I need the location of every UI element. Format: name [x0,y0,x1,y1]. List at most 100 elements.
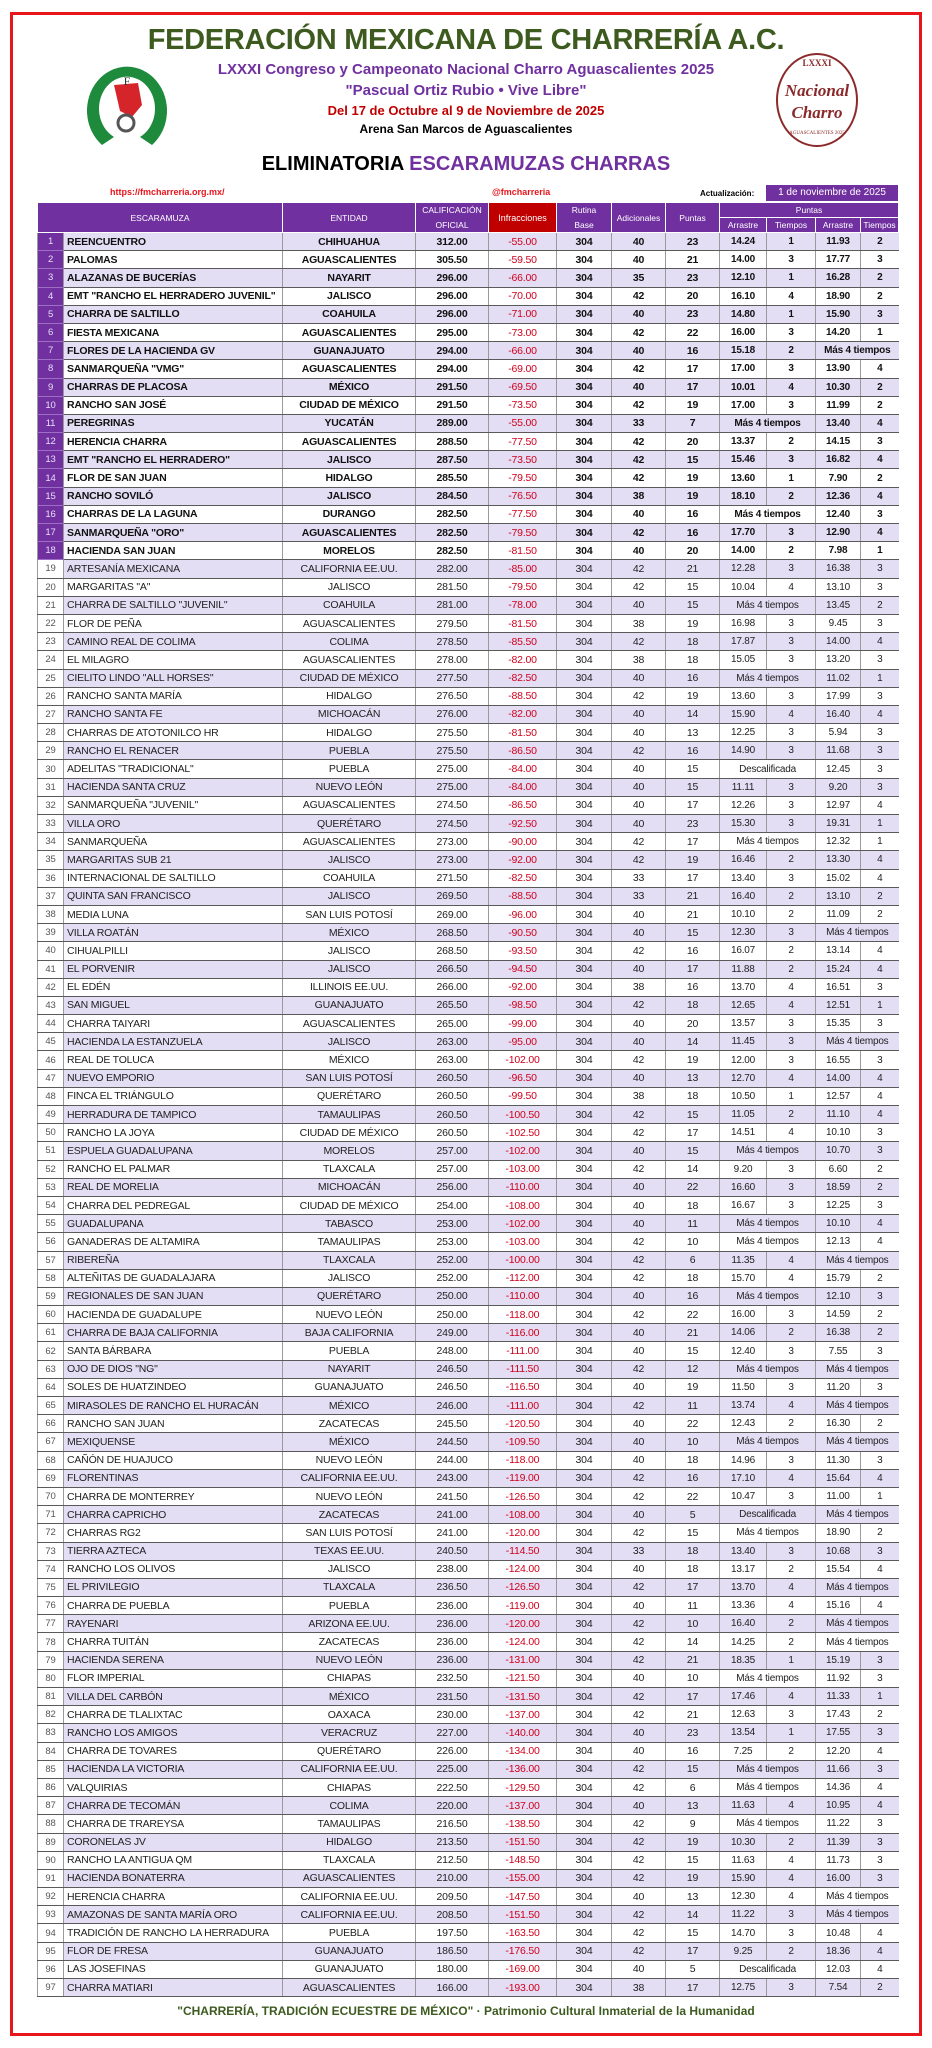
cell-infracciones: -102.00 [488,1050,557,1070]
cell-tiempos-2: 2 [860,1523,899,1543]
cell-rank: 96 [37,1960,64,1980]
cell-rutina-base: 304 [556,741,612,761]
cell-tiempos-1: 4 [766,1396,816,1416]
svg-text:F: F [124,74,131,88]
cell-tiempos-2: 4 [860,1214,899,1234]
website-link[interactable]: https://fmcharreria.org.mx/ [110,187,225,197]
nacional-charro-logo: LXXXI Nacional Charro AGUASCALIENTES 202… [776,53,858,147]
table-row: 77 RAYENARI ARIZONA EE.UU. 236.00 -120.00 304… [37,1614,899,1634]
cell-entidad: AGUASCALIENTES [282,250,416,270]
cell-arrastre-1: 10.30 [719,1833,767,1852]
cell-entidad: TAMAULIPAS [282,1814,416,1834]
cell-calificacion: 266.00 [415,978,489,997]
cell-adicionales: 40 [611,1669,666,1689]
cell-puntas: 19 [665,1869,720,1889]
cell-tiempos-1: 4 [766,1851,816,1870]
cell-rank: 44 [37,1014,64,1034]
cell-adicionales: 42 [611,559,666,579]
cell-tiempos-2: 3 [860,1196,899,1216]
cell-arrastre-2: 14.36 [815,1778,861,1798]
cell-tiempos-1: 3 [766,1032,816,1052]
cell-entidad: PUEBLA [282,759,416,779]
cell-puntas: 17 [665,378,720,397]
cell-puntas: 19 [665,487,720,506]
cell-rutina-base: 304 [556,1560,612,1579]
cell-arrastre-1: Descalificada [719,1960,816,1980]
cell-arrastre-1: 11.05 [719,1105,767,1125]
cell-entidad: COAHUILA [282,596,416,615]
cell-infracciones: -155.00 [488,1869,557,1889]
table-row: 78 CHARRA TUITÁN ZACATECAS 236.00 -124.00 304… [37,1632,899,1652]
cell-calificacion: 256.00 [415,1178,489,1197]
cell-calificacion: 236.00 [415,1651,489,1670]
cell-puntas: 17 [665,1123,720,1143]
table-row: 86 VALQUIRIAS CHIAPAS 222.50 -129.50 304 42 6 Má… [37,1778,899,1798]
cell-arrastre-1: 16.46 [719,850,767,870]
cell-infracciones: -111.50 [488,1360,557,1379]
cell-puntas: 6 [665,1778,720,1798]
cell-escaramuza: CIHUALPILLI [62,941,283,961]
cell-puntas: 14 [665,705,720,725]
cell-rutina-base: 304 [556,268,612,288]
cell-arrastre-1: 15.30 [719,814,767,834]
cell-rank: 60 [37,1305,64,1325]
cell-rutina-base: 304 [556,996,612,1016]
cell-adicionales: 33 [611,887,666,906]
cell-tiempos-1: 3 [766,1341,816,1361]
cell-tiempos-1: 3 [766,814,816,834]
cell-rutina-base: 304 [556,1614,612,1634]
table-row: 76 CHARRA DE PUEBLA PUEBLA 236.00 -119.00 304… [37,1596,899,1616]
cell-rank: 89 [37,1833,64,1852]
cell-tiempos-1: 3 [766,1305,816,1325]
cell-calificacion: 271.50 [415,869,489,888]
cell-puntas: 21 [665,905,720,925]
table-row: 18 HACIENDA SAN JUAN MORELOS 282.50 -81.50 30… [37,541,899,561]
cell-entidad: SAN LUIS POTOSÍ [282,905,416,925]
cell-rank: 62 [37,1341,64,1361]
cell-escaramuza: RANCHO SAN JUAN [62,1414,283,1434]
cell-arrastre-2: 13.40 [815,414,861,434]
cell-calificacion: 281.00 [415,596,489,615]
cell-infracciones: -111.00 [488,1341,557,1361]
cell-infracciones: -81.50 [488,723,557,743]
table-row: 79 HACIENDA SERENA NUEVO LEÓN 236.00 -131.00… [37,1651,899,1670]
cell-escaramuza: VILLA ORO [62,814,283,834]
cell-entidad: MÉXICO [282,1050,416,1070]
table-row: 11 PEREGRINAS YUCATÁN 289.00 -55.00 304 33 7 Más… [37,414,899,434]
table-row: 1 REENCUENTRO CHIHUAHUA 312.00 -55.00 304 40 23… [37,232,899,252]
cell-adicionales: 40 [611,1196,666,1216]
social-link[interactable]: @fmcharreria [492,187,551,197]
cell-rutina-base: 304 [556,1723,612,1743]
cell-puntas: 17 [665,1578,720,1598]
cell-rutina-base: 304 [556,1432,612,1452]
cell-entidad: CIUDAD DE MÉXICO [282,396,416,415]
cell-adicionales: 33 [611,869,666,888]
cell-escaramuza: CHARRA DE TLALIXTAC [62,1705,283,1725]
cell-escaramuza: FLOR DE PEÑA [62,614,283,634]
cell-escaramuza: CHARRAS DE PLACOSA [62,378,283,397]
section-title-b: ESCARAMUZAS CHARRAS [409,153,671,175]
cell-infracciones: -88.50 [488,887,557,906]
cell-tiempos-2: 2 [860,887,899,906]
cell-arrastre-2: 11.92 [815,1669,861,1689]
cell-calificacion: 197.50 [415,1923,489,1943]
cell-tiempos-1: 4 [766,705,816,725]
cell-rank: 90 [37,1851,64,1870]
cell-calificacion: 260.50 [415,1105,489,1125]
cell-entidad: CHIHUAHUA [282,232,416,252]
cell-rutina-base: 304 [556,1360,612,1379]
cell-arrastre-1: 15.70 [719,1269,767,1288]
cell-arrastre-1: 10.50 [719,1087,767,1107]
cell-rank: 24 [37,650,64,670]
cell-adicionales: 40 [611,541,666,561]
page-frame [10,12,922,2036]
cell-arrastre-2: 7.98 [815,541,861,561]
table-row: 75 EL PRIVILEGIO TLAXCALA 236.50 -126.50 304 4… [37,1578,899,1598]
cell-rank: 92 [37,1887,64,1907]
cell-escaramuza: EL PRIVILEGIO [62,1578,283,1598]
cell-escaramuza: ALTEÑITAS DE GUADALAJARA [62,1269,283,1288]
table-row: 88 CHARRA DE TRAREYSA TAMAULIPAS 216.50 -138… [37,1814,899,1834]
cell-entidad: VERACRUZ [282,1723,416,1743]
cell-escaramuza: CHARRA TUITÁN [62,1632,283,1652]
cell-puntas: 17 [665,1978,720,1998]
